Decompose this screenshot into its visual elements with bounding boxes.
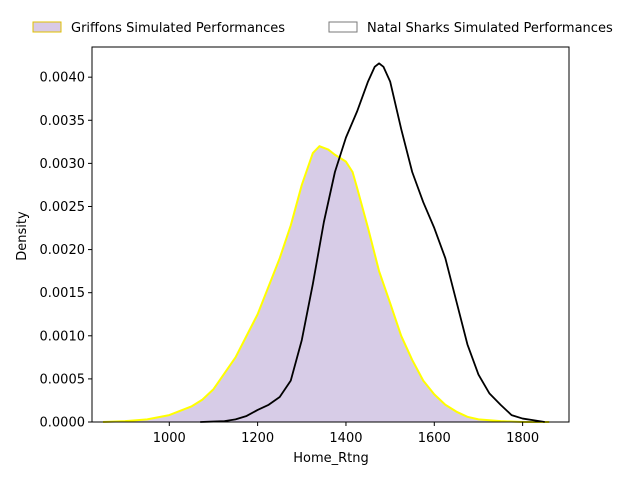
- x-axis-label: Home_Rtng: [293, 451, 369, 466]
- x-tick-label: 1000: [153, 431, 186, 446]
- series-line-1: [200, 62, 545, 423]
- x-tick-label: 1600: [418, 431, 451, 446]
- y-tick-label: 0.0000: [40, 416, 86, 431]
- y-tick-label: 0.0025: [40, 200, 86, 215]
- x-tick-label: 1800: [506, 431, 539, 446]
- x-tick-label: 1200: [241, 431, 274, 446]
- plot-area: 1000 1200 1400 1600 1800 0.0000 0.0005 0.0010 0.…: [40, 46, 570, 446]
- y-tick-label: 0.0040: [40, 71, 86, 86]
- series-line-0: [103, 145, 550, 423]
- legend-swatch-griffons: [32, 21, 62, 33]
- legend-swatch-natal-sharks: [328, 21, 358, 33]
- legend-label-natal-sharks: Natal Sharks Simulated Performances: [367, 21, 613, 36]
- y-tick-label: 0.0005: [40, 372, 86, 387]
- y-axis-label: Density: [15, 211, 30, 261]
- legend: Griffons Simulated Performances Natal Sh…: [32, 21, 613, 36]
- x-tick-label: 1400: [329, 431, 362, 446]
- y-tick-label: 0.0035: [40, 114, 86, 129]
- y-tick-label: 0.0030: [40, 157, 86, 172]
- y-tick-label: 0.0010: [40, 329, 86, 344]
- y-tick-label: 0.0020: [40, 243, 86, 258]
- legend-label-griffons: Griffons Simulated Performances: [71, 21, 285, 36]
- plot-frame: [91, 46, 570, 423]
- series-area-0: [103, 146, 550, 422]
- y-tick-label: 0.0015: [40, 286, 86, 301]
